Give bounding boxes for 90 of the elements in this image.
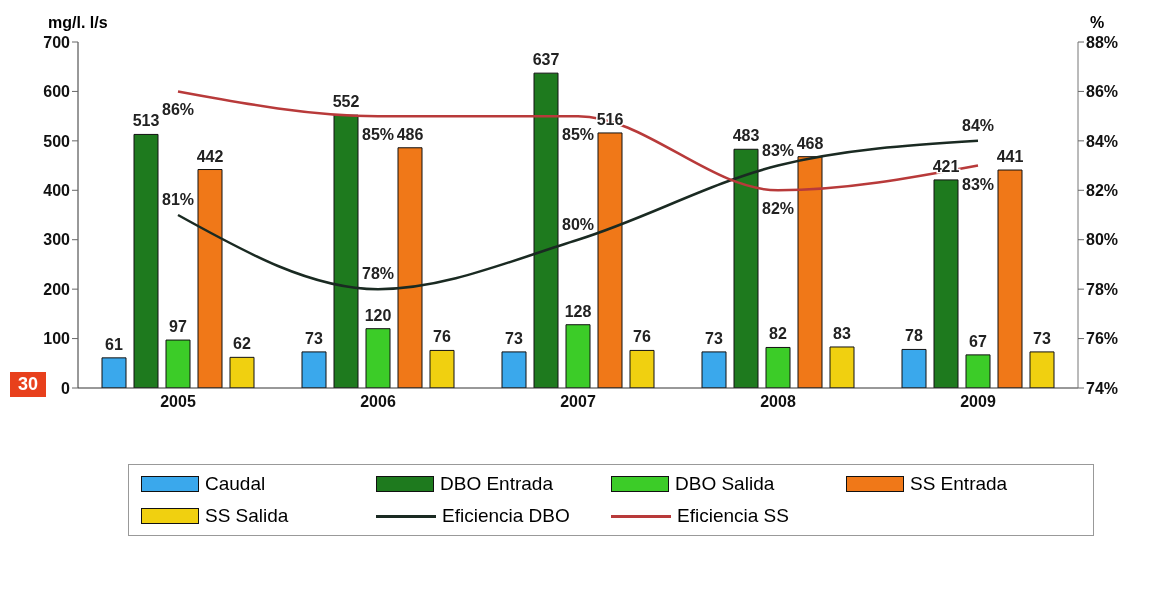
data-label: 421 — [932, 157, 960, 175]
legend-label: DBO Entrada — [440, 473, 553, 495]
data-label: 86% — [161, 101, 195, 119]
data-label: 78% — [361, 265, 395, 283]
legend-label: Caudal — [205, 473, 266, 495]
x-tick-label: 2005 — [160, 393, 196, 411]
data-label: 85% — [561, 126, 595, 144]
y-tick-label: 500 — [43, 132, 71, 150]
x-tick-label: 2009 — [960, 393, 996, 411]
bar — [797, 156, 823, 388]
data-label: 85% — [361, 126, 395, 144]
data-label: 67 — [969, 332, 987, 350]
legend-label: SS Salida — [205, 505, 289, 527]
data-label: 84% — [961, 116, 995, 134]
y-tick-label: 600 — [43, 83, 71, 101]
bar — [365, 328, 391, 388]
bar — [997, 169, 1023, 388]
data-label: 73 — [305, 329, 323, 347]
bar — [397, 147, 423, 388]
data-label: 442 — [196, 147, 224, 165]
data-label: 83% — [961, 175, 995, 193]
data-label: 483 — [732, 127, 760, 145]
y2-axis-title: % — [1090, 14, 1105, 32]
y-axis-title: mg/l. l/s — [48, 14, 108, 32]
data-label: 120 — [364, 306, 392, 324]
y2-tick-label: 78% — [1086, 280, 1119, 298]
y-tick-label: 0 — [61, 379, 71, 397]
y2-tick-label: 80% — [1086, 231, 1119, 249]
y2-tick-label: 86% — [1086, 83, 1119, 101]
y-tick-label: 300 — [43, 231, 71, 249]
y2-tick-label: 88% — [1086, 33, 1119, 51]
data-label: 73 — [505, 329, 523, 347]
data-label: 83 — [833, 324, 851, 342]
data-label: 76 — [633, 328, 651, 346]
bar — [597, 132, 623, 388]
y-tick-label: 700 — [43, 33, 71, 51]
bar — [133, 133, 159, 388]
bar — [965, 354, 991, 388]
bar — [901, 348, 927, 388]
x-tick-label: 2007 — [560, 393, 596, 411]
data-label: 97 — [169, 318, 187, 336]
bar — [429, 349, 455, 388]
data-label: 80% — [561, 215, 595, 233]
data-label: 78 — [905, 327, 923, 345]
data-label: 552 — [332, 93, 360, 111]
data-label: 637 — [532, 51, 560, 69]
bar — [533, 72, 559, 388]
bar — [1029, 351, 1055, 388]
bar — [933, 179, 959, 388]
y2-tick-label: 84% — [1086, 132, 1119, 150]
data-label: 73 — [705, 329, 723, 347]
data-label: 73 — [1033, 329, 1051, 347]
text: 30 — [10, 372, 47, 397]
bar — [229, 356, 255, 388]
y-tick-label: 100 — [43, 330, 71, 348]
data-label: 486 — [396, 125, 424, 143]
data-label: 81% — [161, 191, 195, 208]
data-label: 76 — [433, 328, 451, 346]
bar — [629, 349, 655, 388]
data-label: 82 — [769, 325, 787, 343]
legend-label: Eficiencia SS — [677, 505, 789, 527]
legend-label: Eficiencia DBO — [442, 505, 570, 527]
x-tick-label: 2008 — [760, 393, 796, 411]
y2-tick-label: 82% — [1086, 181, 1119, 199]
bar — [765, 346, 791, 388]
y-tick-label: 200 — [43, 280, 71, 298]
data-label: 62 — [233, 335, 251, 353]
bar — [701, 351, 727, 388]
bar — [733, 148, 759, 388]
y2-tick-label: 74% — [1086, 379, 1119, 397]
data-label: 82% — [761, 200, 795, 218]
bar — [829, 346, 855, 388]
legend-label: DBO Salida — [675, 473, 775, 495]
legend-label: SS Entrada — [910, 473, 1008, 495]
bar — [333, 114, 359, 388]
y-tick-label: 400 — [43, 181, 71, 199]
bar — [197, 169, 223, 388]
bar — [501, 351, 527, 388]
bar — [301, 351, 327, 388]
data-label: 61 — [105, 335, 123, 353]
x-tick-label: 2006 — [360, 393, 396, 411]
data-label: 441 — [996, 148, 1024, 166]
data-label: 513 — [132, 112, 160, 130]
y2-tick-label: 76% — [1086, 330, 1119, 348]
bar — [565, 324, 591, 388]
data-label: 83% — [761, 141, 795, 159]
data-label: 128 — [564, 302, 592, 320]
bar — [101, 357, 127, 388]
data-label: 468 — [796, 134, 824, 152]
bar — [165, 339, 191, 388]
